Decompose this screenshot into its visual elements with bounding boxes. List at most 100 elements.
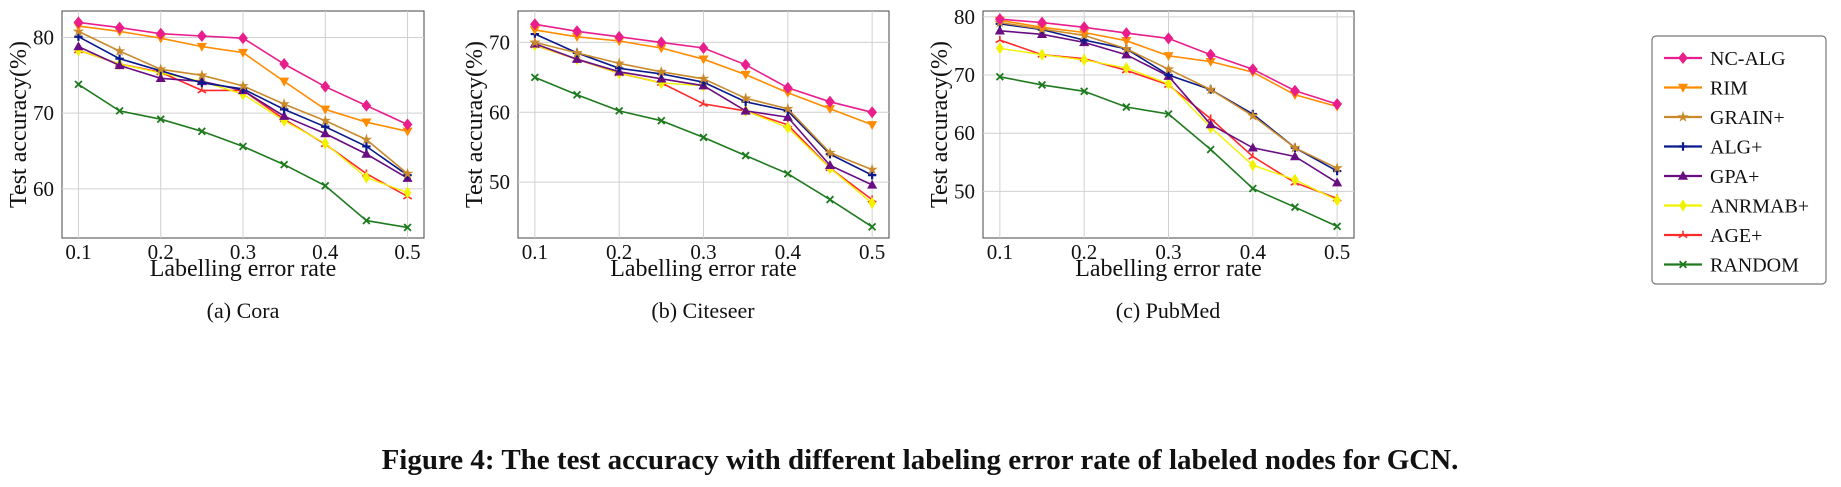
marker-nc-alg	[279, 57, 289, 70]
marker-anrmab-	[1249, 159, 1257, 172]
marker-alg-	[74, 32, 83, 41]
marker-gpa-	[656, 73, 667, 83]
marker-anrmab-	[868, 196, 876, 210]
marker-random	[572, 90, 582, 99]
marker-rim	[698, 55, 709, 65]
marker-gpa-	[320, 128, 331, 138]
marker-rim	[1163, 52, 1174, 62]
marker-random	[868, 222, 877, 231]
marker-anrmab-	[1333, 194, 1341, 207]
x-tick-label: 0.5	[1324, 240, 1350, 264]
marker-nc-alg	[1121, 27, 1132, 40]
marker-nc-alg	[867, 106, 877, 119]
y-tick-label: 60	[33, 177, 54, 201]
x-tick-label: 0.5	[394, 240, 420, 264]
marker-random	[615, 106, 624, 115]
marker-random	[280, 160, 289, 169]
legend-label: NC-ALG	[1710, 48, 1786, 70]
marker-random	[741, 151, 750, 160]
y-tick-label: 60	[954, 121, 975, 145]
marker-random	[238, 142, 248, 151]
y-tick-label: 50	[954, 179, 975, 203]
chart-panels: 0.1 0.2 0.3 0.4 0.5 60 70 80 Labelling error rat…	[6, 5, 1355, 323]
marker-alg-	[867, 170, 877, 180]
y-tick-label: 70	[33, 101, 54, 125]
marker-rim	[237, 48, 249, 58]
marker-grain-	[571, 46, 583, 58]
marker-anrmab-	[362, 171, 371, 184]
x-tick-label: 0.2	[606, 240, 632, 264]
marker-alg-	[115, 54, 124, 63]
legend-entry-alg-: ALG+	[1664, 137, 1762, 159]
marker-random	[1122, 103, 1131, 112]
x-tick-label: 0.4	[1240, 240, 1267, 264]
marker-grain-	[782, 102, 794, 114]
x-tick-label: 0.2	[148, 240, 174, 264]
marker-rim	[320, 105, 331, 115]
marker-alg-	[1164, 70, 1173, 80]
series-random	[995, 72, 1342, 231]
marker-grain-	[824, 146, 836, 158]
legend-label: GPA+	[1710, 166, 1759, 188]
marker-random	[1248, 184, 1257, 193]
legend-label: GRAIN+	[1710, 107, 1785, 129]
marker-grain-	[1677, 110, 1689, 122]
marker-nc-alg	[1247, 63, 1258, 76]
marker-gpa-	[824, 160, 836, 170]
legend-entry-gpa-: GPA+	[1664, 166, 1759, 188]
marker-grain-	[113, 45, 126, 56]
marker-anrmab-	[784, 121, 792, 134]
series-nc-alg	[995, 13, 1342, 111]
subfigure-caption: (c) PubMed	[1116, 298, 1220, 323]
marker-random	[156, 115, 165, 124]
legend-entry-nc-alg: NC-ALG	[1664, 48, 1786, 70]
marker-random	[1080, 87, 1089, 96]
series-nc-alg	[530, 18, 877, 119]
marker-anrmab-	[1122, 61, 1131, 75]
marker-nc-alg	[1163, 32, 1174, 45]
marker-grain-	[1289, 141, 1301, 153]
marker-gpa-	[279, 110, 290, 120]
x-tick-label: 0.4	[312, 240, 339, 264]
marker-gpa-	[155, 73, 166, 83]
marker-grain-	[237, 79, 249, 91]
marker-rim	[1677, 83, 1689, 93]
legend-entry-age-: AGE+	[1664, 225, 1762, 247]
marker-gpa-	[994, 25, 1005, 35]
legend: NC-ALG RIM GRAIN+ ALG+ GPA+ ANRMAB+ AGE+ RANDOM	[1651, 35, 1827, 285]
series-grain-	[72, 25, 414, 179]
marker-nc-alg	[572, 25, 582, 38]
marker-rim	[361, 118, 372, 128]
legend-box	[1651, 35, 1827, 285]
marker-random	[115, 106, 124, 115]
series-nc-alg	[73, 16, 413, 131]
marker-random	[1333, 222, 1342, 231]
marker-age-	[995, 35, 1005, 44]
marker-random	[995, 72, 1004, 81]
series-grain-	[529, 36, 878, 175]
x-tick-label: 0.5	[859, 240, 885, 264]
marker-grain-	[1162, 63, 1175, 75]
marker-nc-alg	[73, 16, 84, 29]
marker-nc-alg	[361, 99, 372, 112]
x-tick-label: 0.3	[690, 240, 716, 264]
marker-random	[321, 181, 330, 190]
marker-nc-alg	[114, 21, 125, 34]
series-alg-	[74, 32, 412, 180]
marker-random	[1290, 203, 1300, 212]
series-random	[74, 80, 412, 232]
y-tick-label: 80	[954, 5, 975, 29]
legend-entry-random: RANDOM	[1664, 255, 1799, 277]
y-axis-label: Test accuracy(%)	[462, 41, 488, 208]
marker-nc-alg	[1290, 84, 1300, 97]
legend-label: ANRMAB+	[1710, 196, 1809, 218]
marker-age-	[698, 99, 709, 108]
x-tick-label: 0.3	[1155, 240, 1181, 264]
marker-gpa-	[1121, 49, 1132, 59]
marker-random	[699, 133, 708, 142]
marker-anrmab-	[1291, 173, 1299, 186]
marker-rim	[279, 77, 290, 87]
marker-alg-	[1678, 142, 1688, 151]
marker-alg-	[321, 122, 330, 131]
